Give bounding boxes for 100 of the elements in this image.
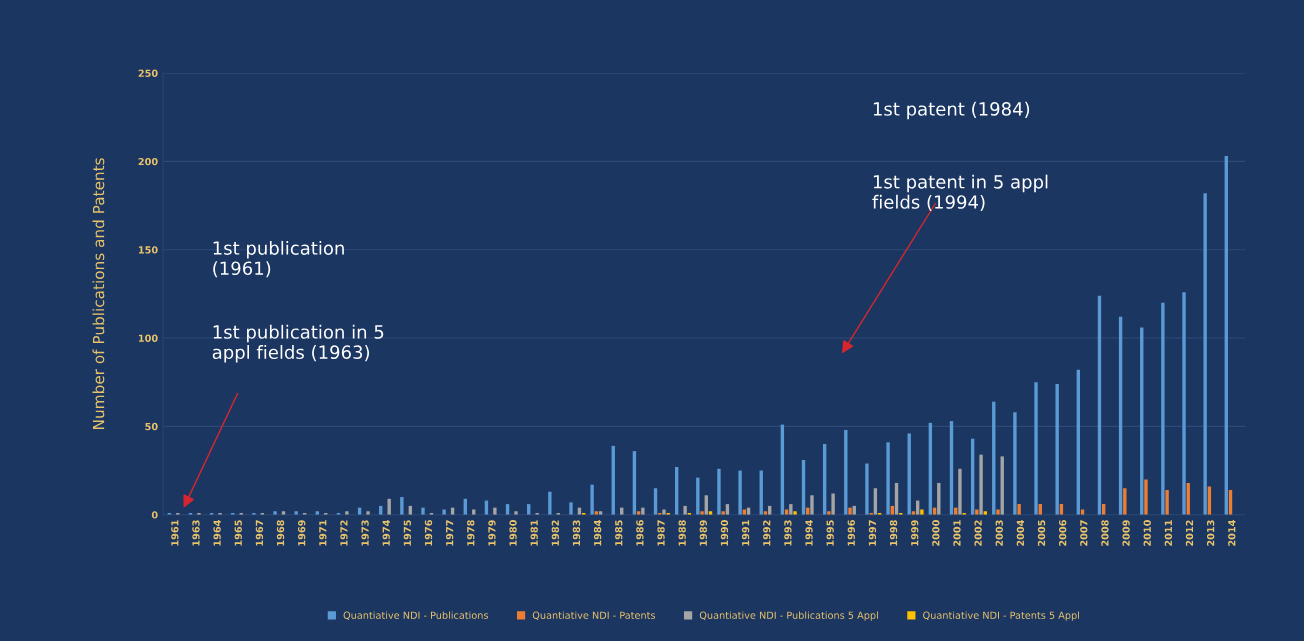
- annotation: 1st patent (1984): [873, 101, 1030, 120]
- x-tick-label: 1989: [699, 520, 707, 546]
- x-tick-label: 2001: [953, 520, 961, 546]
- bar: [273, 511, 277, 515]
- x-tick-label: 1993: [784, 520, 792, 546]
- bar: [421, 507, 425, 515]
- bar: [1144, 479, 1148, 515]
- x-tick-label: 2002: [974, 520, 982, 546]
- x-tick-label: 2007: [1080, 520, 1088, 546]
- x-tick-label: 1961: [171, 520, 179, 546]
- x-tick-label: 2011: [1164, 520, 1173, 546]
- bar: [569, 502, 573, 515]
- x-tick-label: 1963: [192, 520, 200, 546]
- annotation: 1st patent in 5 appl fields (1994): [872, 174, 1048, 211]
- bar: [548, 491, 552, 515]
- annotation: 1st publication (1961): [213, 240, 344, 278]
- x-tick-label: 1998: [889, 520, 898, 546]
- bar: [493, 507, 497, 515]
- bar: [1013, 412, 1017, 515]
- bar: [1123, 488, 1127, 515]
- x-tick-label: 1968: [276, 520, 285, 546]
- bar: [848, 507, 852, 515]
- bar: [958, 468, 962, 515]
- y-tick-label: 50: [145, 422, 158, 431]
- x-tick-label: 1967: [255, 520, 264, 546]
- bar: [1161, 302, 1165, 515]
- y-tick-label: 100: [138, 334, 158, 342]
- x-tick-label: 1992: [763, 520, 771, 546]
- x-tick-label: 1979: [488, 520, 496, 546]
- bar: [920, 509, 924, 515]
- bar: [886, 442, 890, 515]
- x-tick-label: 2003: [995, 520, 1003, 546]
- bar: [1017, 504, 1021, 515]
- bar: [1055, 383, 1059, 515]
- x-tick-label: 1971: [319, 520, 327, 546]
- x-tick-label: 1999: [911, 520, 919, 546]
- x-tick-label: 1986: [636, 520, 644, 546]
- x-tick-label: 1972: [340, 520, 348, 546]
- x-tick-label: 1965: [234, 520, 242, 546]
- x-tick-label: 1984: [593, 520, 602, 546]
- bar: [294, 511, 298, 515]
- x-tick-label: 1987: [657, 520, 665, 546]
- bar: [590, 484, 594, 515]
- bar: [1203, 193, 1207, 515]
- x-tick-label: 1981: [530, 520, 538, 546]
- bar: [641, 507, 645, 515]
- bar: [700, 511, 704, 515]
- x-tick-label: 1964: [213, 520, 221, 546]
- x-tick-label: 1996: [847, 520, 855, 546]
- x-tick-label: 1994: [805, 520, 813, 546]
- y-tick-label: 0: [151, 511, 158, 519]
- bar: [789, 504, 793, 515]
- legend-label: Quantiative NDI - Patents: [532, 611, 656, 621]
- bar: [366, 511, 370, 515]
- x-tick-label: 1975: [403, 520, 412, 546]
- x-tick-label: 2014: [1228, 520, 1236, 546]
- x-tick-label: 2004: [1016, 520, 1025, 546]
- x-tick-label: 1976: [424, 520, 433, 546]
- x-tick-label: 1988: [678, 520, 686, 546]
- x-tick-label: 1973: [361, 520, 369, 546]
- annotation: 1st publication in 5 appl fields (1963): [212, 324, 384, 363]
- legend-label: Quantiative NDI - Publications 5 Appl: [699, 611, 878, 621]
- bar: [345, 511, 349, 515]
- bar: [683, 505, 687, 515]
- x-tick-label: 1991: [741, 520, 750, 546]
- x-tick-label: 2009: [1122, 520, 1130, 546]
- bar: [721, 511, 725, 515]
- x-tick-label: 1985: [615, 520, 623, 546]
- bar: [996, 509, 1000, 515]
- legend-label: Quantiative NDI - Patents 5 Appl: [923, 611, 1079, 621]
- y-tick-label: 250: [138, 69, 158, 77]
- y-tick-label: 150: [138, 246, 158, 254]
- bar: [810, 495, 814, 515]
- x-tick-label: 2013: [1206, 520, 1215, 546]
- x-tick-label: 1980: [509, 520, 517, 546]
- x-tick-label: 2012: [1185, 520, 1194, 546]
- bar: [442, 509, 446, 515]
- x-tick-label: 1978: [467, 520, 475, 546]
- x-tick-label: 2008: [1101, 520, 1109, 546]
- bar: [662, 509, 666, 515]
- x-tick-label: 1969: [297, 520, 306, 546]
- bar: [827, 511, 831, 515]
- bar: [738, 470, 742, 515]
- bar: [717, 468, 721, 515]
- legend-label: Quantiative NDI - Publications: [343, 611, 489, 621]
- x-tick-label: 2000: [932, 520, 940, 546]
- bar: [793, 511, 797, 515]
- bar: [1034, 382, 1038, 515]
- bar: [975, 509, 979, 515]
- bar: [1182, 292, 1186, 515]
- y-axis-title: Number of Publications and Patents: [92, 158, 105, 429]
- bar: [1165, 489, 1169, 515]
- x-tick-label: 1982: [551, 520, 560, 546]
- x-tick-label: 2005: [1037, 520, 1046, 546]
- bar: [514, 511, 518, 515]
- x-tick-label: 1977: [445, 520, 454, 546]
- x-tick-label: 1990: [720, 520, 729, 546]
- bar: [696, 477, 700, 515]
- bar: [387, 498, 391, 515]
- x-tick-label: 1974: [382, 520, 390, 546]
